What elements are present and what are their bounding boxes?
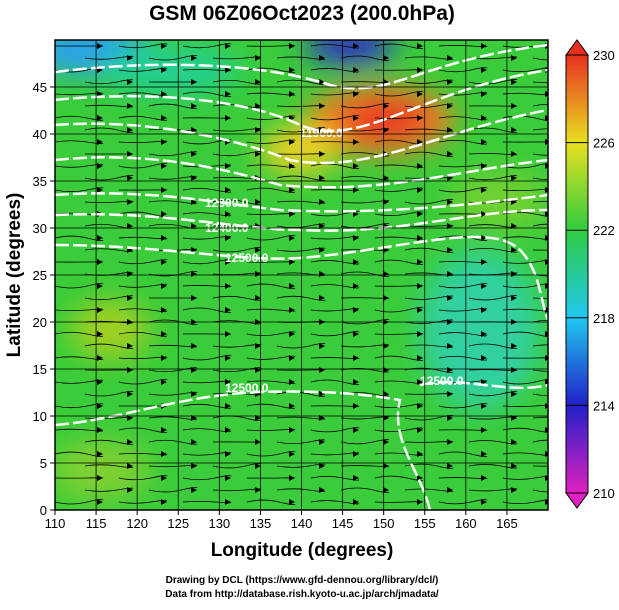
x-tick-label: 165 xyxy=(496,516,518,531)
x-tick-label: 120 xyxy=(126,516,148,531)
colorbar-tick-label: 226 xyxy=(593,136,615,151)
y-tick-label: 0 xyxy=(40,503,47,518)
arrowhead xyxy=(447,511,453,517)
x-tick-label: 130 xyxy=(208,516,230,531)
x-tick-label: 125 xyxy=(167,516,189,531)
y-tick-label: 5 xyxy=(40,456,47,471)
x-tick-label: 135 xyxy=(250,516,272,531)
x-tick-label: 155 xyxy=(414,516,436,531)
chart-title: GSM 06Z06Oct2023 (200.0hPa) xyxy=(149,2,455,25)
footer-line: Drawing by DCL (https://www.gfd-dennou.o… xyxy=(166,575,439,586)
colorbar: 210 214 218 222 226 230 xyxy=(566,40,615,508)
streamline xyxy=(341,514,389,515)
colorbar-tick-label: 214 xyxy=(593,398,615,413)
y-tick-label: 10 xyxy=(33,409,47,424)
colorbar-tick-label: 210 xyxy=(593,486,615,501)
y-tick-label: 45 xyxy=(33,80,47,95)
colorbar-tick-label: 230 xyxy=(593,48,615,63)
x-tick-label: 145 xyxy=(332,516,354,531)
y-tick-label: 40 xyxy=(33,127,47,142)
x-tick-label: 115 xyxy=(86,516,107,531)
x-tick-label: 150 xyxy=(373,516,395,531)
y-axis-label: Latitude (degrees) xyxy=(4,193,25,358)
y-tick-label: 25 xyxy=(33,268,47,283)
y-tick-label: 20 xyxy=(33,315,47,330)
contour-label: 12500.0 xyxy=(225,251,269,265)
y-tick-label: 30 xyxy=(33,221,47,236)
streamline xyxy=(533,513,581,514)
colorbar-tick-label: 222 xyxy=(593,223,615,238)
streamline xyxy=(405,512,453,516)
arrowhead xyxy=(191,511,197,517)
colorbar-bottom xyxy=(566,493,588,508)
y-tick-label: 35 xyxy=(33,174,47,189)
contour-label: 12300.0 xyxy=(205,196,249,210)
x-axis-label: Longitude (degrees) xyxy=(211,540,394,561)
arrowhead xyxy=(319,511,325,517)
colorbar-top xyxy=(566,40,588,55)
x-tick-label: 140 xyxy=(291,516,313,531)
footer-line: Data from http://database.rish.kyoto-u.a… xyxy=(165,589,439,600)
colorbar-tick-label: 218 xyxy=(593,311,615,326)
colorbar-ramp xyxy=(566,55,588,493)
contour-label: 12500.0 xyxy=(420,374,464,388)
arrowhead xyxy=(575,511,581,517)
x-tick-label: 110 xyxy=(45,516,66,531)
y-tick-label: 15 xyxy=(33,362,47,377)
contour-label: 11900.0 xyxy=(300,126,343,140)
x-tick-label: 160 xyxy=(455,516,477,531)
contour-label: 12500.0 xyxy=(225,381,269,395)
